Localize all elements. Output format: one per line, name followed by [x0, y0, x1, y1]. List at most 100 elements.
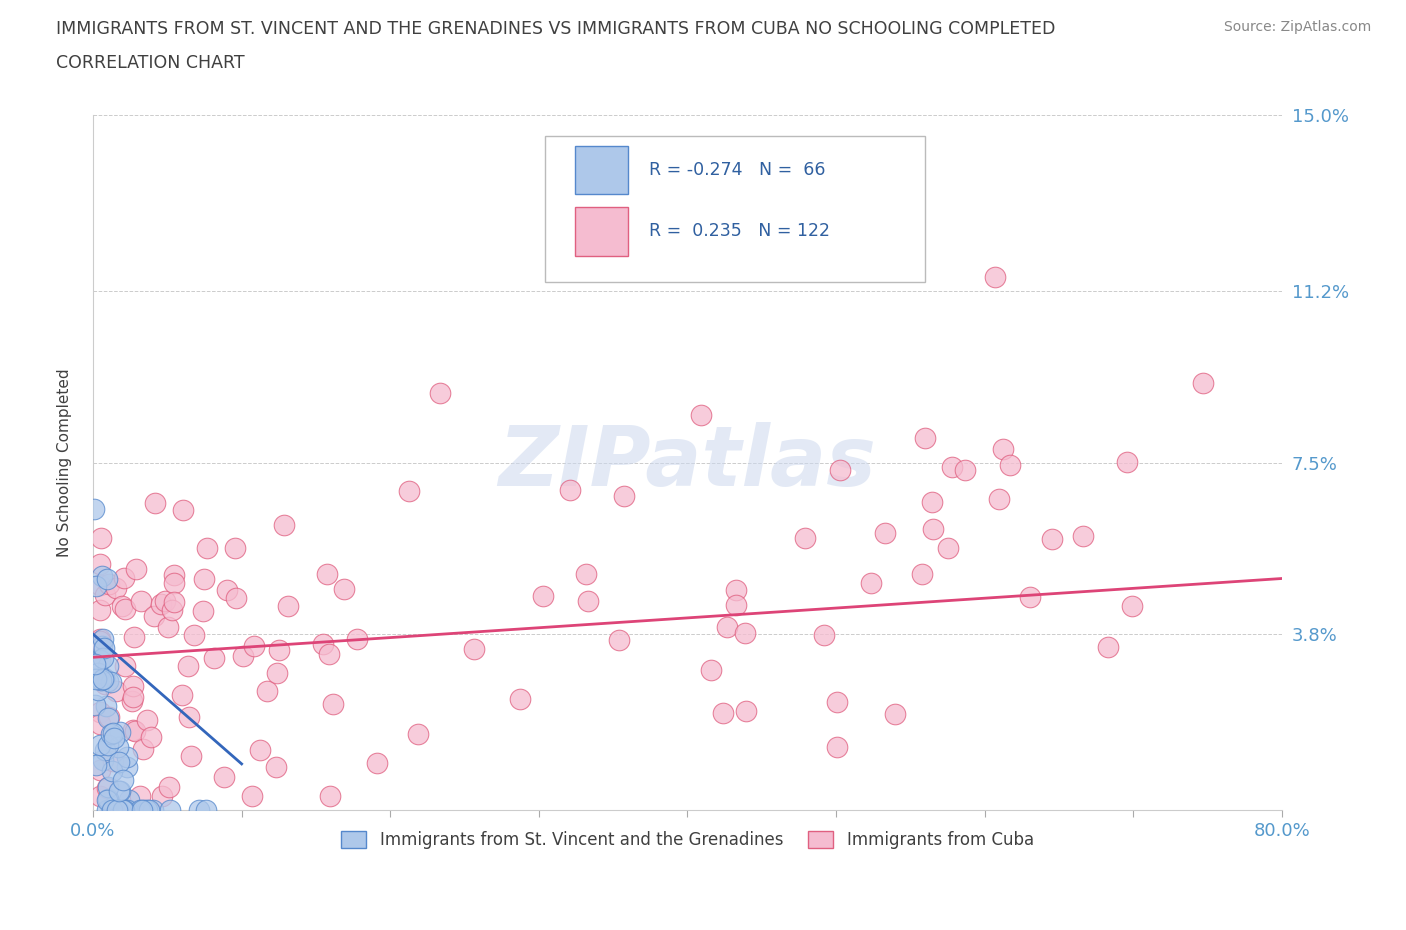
Point — [96, 572, 118, 587]
Point — [117, 803, 139, 817]
Point — [97, 792, 120, 807]
Point — [150, 596, 173, 611]
Point — [267, 643, 290, 658]
Point — [318, 646, 340, 661]
Point — [108, 724, 131, 739]
Point — [89, 717, 111, 732]
Point — [212, 769, 235, 784]
Point — [576, 593, 599, 608]
Point — [103, 800, 125, 815]
Point — [183, 628, 205, 643]
Point — [346, 631, 368, 646]
Point — [96, 698, 118, 713]
Point — [89, 789, 111, 804]
Point — [463, 641, 485, 656]
Point — [215, 582, 238, 597]
Point — [224, 540, 246, 555]
Point — [84, 578, 107, 593]
Point — [143, 609, 166, 624]
Point — [319, 789, 342, 804]
FancyBboxPatch shape — [544, 136, 925, 282]
Point — [112, 773, 135, 788]
Point — [242, 789, 264, 804]
Point — [875, 526, 897, 541]
Point — [94, 742, 117, 757]
Point — [97, 673, 120, 688]
Point — [93, 671, 115, 685]
Point — [104, 684, 127, 698]
Point — [398, 484, 420, 498]
Point — [509, 692, 531, 707]
Point — [141, 730, 163, 745]
Point — [157, 779, 180, 794]
Point — [124, 724, 146, 738]
Point — [725, 597, 748, 612]
Point — [100, 726, 122, 741]
Point — [172, 687, 194, 702]
Point — [179, 710, 201, 724]
Point — [111, 803, 134, 817]
Point — [163, 576, 186, 591]
Point — [921, 495, 943, 510]
FancyBboxPatch shape — [575, 206, 628, 256]
Point — [429, 386, 451, 401]
Point — [103, 803, 125, 817]
Point — [1121, 599, 1143, 614]
Point — [87, 666, 110, 681]
Point — [690, 407, 713, 422]
Point — [155, 593, 177, 608]
Point — [91, 568, 114, 583]
Point — [312, 636, 335, 651]
Point — [112, 803, 135, 817]
Point — [607, 632, 630, 647]
Point — [83, 501, 105, 516]
Point — [96, 803, 118, 817]
Point — [96, 780, 118, 795]
Point — [264, 760, 287, 775]
Y-axis label: No Schooling Completed: No Schooling Completed — [58, 368, 72, 557]
Point — [108, 754, 131, 769]
Point — [734, 704, 756, 719]
Text: ZIPatlas: ZIPatlas — [499, 422, 876, 503]
Point — [87, 683, 110, 698]
Point — [117, 803, 139, 817]
Text: Source: ZipAtlas.com: Source: ZipAtlas.com — [1223, 20, 1371, 34]
Point — [700, 662, 723, 677]
Point — [89, 556, 111, 571]
Point — [1192, 376, 1215, 391]
Point — [89, 652, 111, 667]
Point — [89, 631, 111, 646]
Point — [103, 803, 125, 817]
Point — [531, 589, 554, 604]
Point — [108, 784, 131, 799]
Point — [97, 711, 120, 725]
Point — [793, 531, 815, 546]
Point — [132, 803, 155, 817]
Point — [83, 698, 105, 713]
Point — [97, 779, 120, 794]
Point — [89, 705, 111, 720]
Point — [160, 603, 183, 618]
Point — [333, 582, 356, 597]
Point — [84, 657, 107, 671]
Text: CORRELATION CHART: CORRELATION CHART — [56, 54, 245, 72]
Point — [107, 803, 129, 817]
Point — [984, 270, 1007, 285]
Point — [89, 633, 111, 648]
Point — [91, 639, 114, 654]
Legend: Immigrants from St. Vincent and the Grenadines, Immigrants from Cuba: Immigrants from St. Vincent and the Gren… — [333, 823, 1042, 857]
Point — [277, 599, 299, 614]
Point — [860, 576, 883, 591]
Point — [135, 712, 157, 727]
Point — [941, 459, 963, 474]
Point — [1018, 590, 1040, 604]
Point — [89, 763, 111, 777]
Point — [97, 737, 120, 752]
Point — [143, 496, 166, 511]
Point — [100, 803, 122, 817]
Point — [115, 760, 138, 775]
Point — [128, 789, 150, 804]
Point — [177, 658, 200, 673]
Point — [97, 577, 120, 591]
Point — [138, 803, 160, 817]
